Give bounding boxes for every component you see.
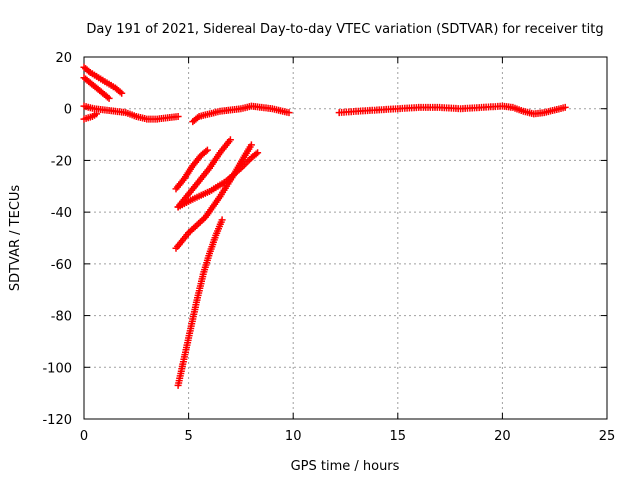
data-point bbox=[285, 109, 293, 117]
y-tick-label: -120 bbox=[42, 413, 72, 428]
data-series bbox=[80, 102, 182, 123]
data-point bbox=[561, 103, 569, 111]
y-tick-label: -100 bbox=[42, 361, 72, 376]
x-tick-label: 10 bbox=[285, 429, 302, 444]
chart-title: Day 191 of 2021, Sidereal Day-to-day VTE… bbox=[86, 22, 603, 37]
data-point bbox=[118, 89, 126, 97]
plot-frame bbox=[83, 56, 608, 420]
data-series bbox=[80, 63, 126, 97]
data-series bbox=[80, 110, 101, 123]
x-axis-title: GPS time / hours bbox=[291, 459, 400, 474]
data-point bbox=[105, 94, 113, 102]
y-tick-label: 0 bbox=[64, 103, 72, 118]
data-series bbox=[189, 102, 293, 126]
data-point bbox=[252, 150, 260, 158]
data-point bbox=[254, 149, 262, 157]
y-tick-label: 20 bbox=[55, 51, 72, 66]
data-marks bbox=[80, 63, 569, 389]
x-tick-label: 20 bbox=[494, 429, 511, 444]
data-point bbox=[226, 136, 234, 144]
data-point bbox=[218, 216, 226, 224]
data-point bbox=[202, 147, 210, 155]
data-series bbox=[174, 136, 234, 211]
data-series bbox=[174, 216, 226, 389]
x-tick-label: 0 bbox=[80, 429, 88, 444]
x-tick-label: 25 bbox=[599, 429, 616, 444]
grid bbox=[84, 57, 607, 419]
y-tick-label: -80 bbox=[51, 310, 72, 325]
y-tick-label: -40 bbox=[51, 206, 72, 221]
x-tick-label: 15 bbox=[390, 429, 407, 444]
data-series bbox=[80, 74, 113, 102]
x-tick-label: 5 bbox=[184, 429, 192, 444]
data-point bbox=[203, 146, 211, 154]
data-series bbox=[172, 146, 211, 193]
axis-ticks: 0 5 10 15 20 25 -120 -100 -80 -60 -40 -20 0 20 bbox=[42, 51, 615, 444]
y-tick-label: -20 bbox=[51, 154, 72, 169]
y-axis-title: SDTVAR / TECUs bbox=[8, 185, 23, 292]
data-point bbox=[174, 113, 182, 120]
data-point bbox=[93, 110, 101, 118]
data-point bbox=[247, 141, 255, 149]
data-series bbox=[172, 141, 255, 252]
y-tick-label: -60 bbox=[51, 258, 72, 273]
data-series bbox=[335, 102, 569, 118]
